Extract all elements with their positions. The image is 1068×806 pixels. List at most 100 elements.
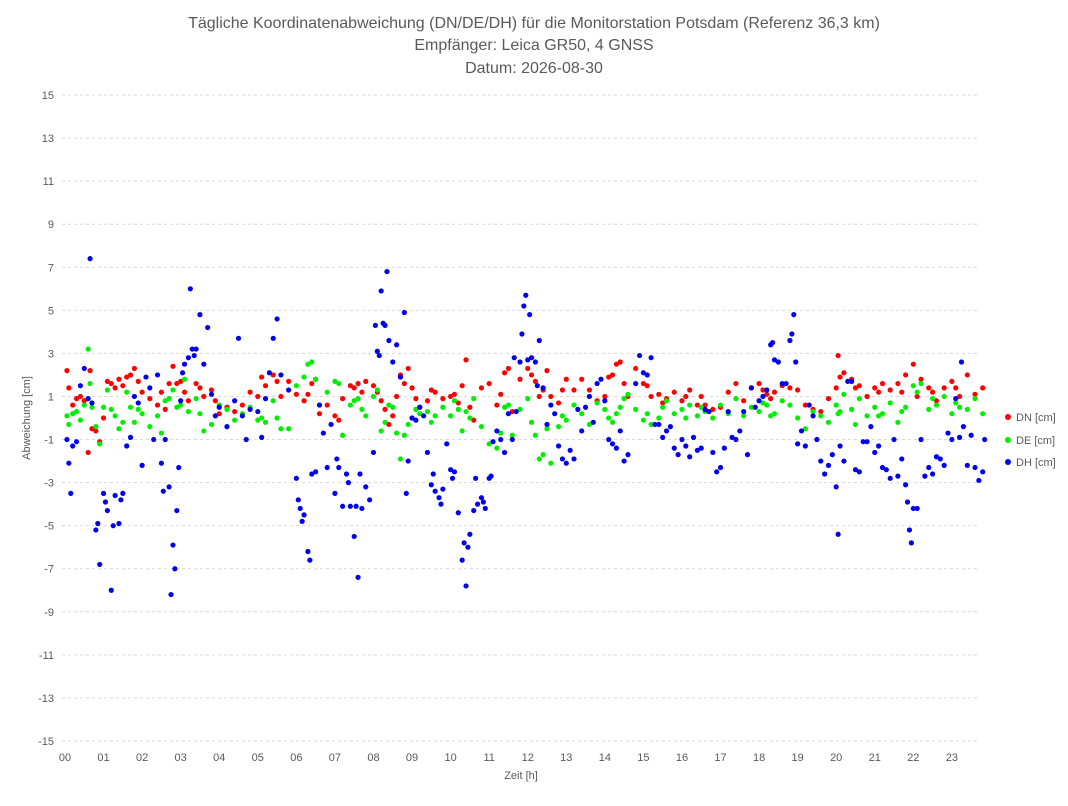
- legend-label-de: DE [cm]: [1016, 435, 1055, 447]
- data-point: [683, 415, 689, 421]
- data-point: [70, 443, 76, 449]
- data-point: [505, 402, 512, 408]
- data-point: [606, 415, 612, 421]
- data-point: [316, 402, 323, 408]
- data-point: [478, 424, 485, 430]
- y-tick-label: 3: [48, 348, 54, 360]
- data-point: [852, 467, 859, 473]
- x-tick-label: 06: [290, 752, 302, 764]
- data-point: [320, 430, 326, 436]
- data-point: [802, 402, 808, 408]
- data-point: [532, 432, 539, 438]
- data-point: [112, 385, 118, 391]
- data-point: [768, 413, 774, 419]
- data-point: [255, 417, 261, 423]
- data-point: [956, 404, 963, 410]
- data-point: [926, 464, 932, 471]
- data-point: [66, 421, 72, 428]
- data-point: [930, 389, 936, 395]
- data-point: [760, 400, 766, 406]
- data-point: [448, 467, 454, 473]
- data-point: [872, 449, 878, 456]
- data-point: [85, 346, 91, 352]
- data-point: [690, 434, 697, 440]
- data-point: [694, 402, 700, 408]
- data-point: [793, 359, 799, 365]
- data-point: [795, 387, 801, 393]
- data-point: [413, 396, 419, 402]
- x-tick-label: 21: [869, 752, 881, 764]
- x-tick-label: 11: [483, 752, 494, 764]
- data-point: [602, 393, 608, 400]
- data-point: [501, 449, 508, 456]
- data-point: [68, 490, 74, 496]
- data-point: [116, 520, 122, 527]
- data-point: [856, 383, 862, 389]
- data-point: [752, 404, 758, 410]
- data-point: [166, 396, 172, 402]
- data-point: [154, 413, 161, 419]
- data-point: [586, 421, 593, 428]
- data-point: [274, 415, 280, 421]
- data-point: [879, 380, 886, 387]
- data-point: [77, 383, 84, 389]
- data-point: [609, 372, 616, 378]
- data-point: [363, 378, 369, 384]
- data-point: [424, 449, 431, 456]
- data-point: [332, 413, 338, 419]
- data-point: [463, 408, 469, 415]
- data-point: [787, 385, 793, 391]
- data-point: [455, 510, 461, 516]
- data-point: [872, 404, 878, 410]
- x-tick-label: 14: [599, 752, 611, 764]
- data-point: [174, 507, 180, 514]
- gridlines: [62, 94, 980, 742]
- data-point: [154, 372, 161, 378]
- data-point: [100, 415, 107, 421]
- data-point: [868, 424, 874, 430]
- data-point: [548, 393, 554, 400]
- data-point: [933, 402, 940, 408]
- data-point: [822, 471, 828, 477]
- data-point: [93, 424, 99, 430]
- data-point: [876, 413, 882, 419]
- data-point: [347, 503, 353, 509]
- data-point: [201, 361, 207, 367]
- chart-title: Tägliche Koordinatenabweichung (DN/DE/DH…: [188, 15, 880, 77]
- legend: DN [cm] DE [cm] DH [cm]: [1005, 412, 1056, 469]
- data-point: [544, 368, 550, 374]
- data-point: [625, 391, 631, 397]
- data-point: [212, 398, 218, 404]
- data-point: [488, 473, 494, 479]
- data-point: [694, 447, 700, 453]
- data-point: [559, 413, 566, 419]
- data-point: [193, 396, 199, 402]
- data-point: [139, 389, 145, 395]
- data-point: [185, 398, 191, 404]
- legend-label-dn: DN [cm]: [1016, 412, 1056, 424]
- data-point: [656, 421, 662, 428]
- data-point: [571, 456, 577, 462]
- x-tick-label: 02: [136, 752, 148, 764]
- data-point: [652, 421, 658, 428]
- data-point: [174, 380, 180, 387]
- data-point: [933, 398, 940, 404]
- x-tick-label: 04: [213, 752, 225, 764]
- data-point: [849, 378, 855, 384]
- data-point: [536, 393, 542, 400]
- data-point: [313, 469, 319, 475]
- data-point: [390, 404, 396, 410]
- data-point: [633, 380, 639, 387]
- data-point: [633, 406, 639, 412]
- series-dh: [64, 256, 988, 598]
- data-point: [972, 464, 978, 471]
- data-point: [424, 408, 431, 415]
- data-point: [197, 385, 203, 391]
- data-point: [178, 378, 184, 384]
- data-point: [602, 398, 608, 404]
- data-point: [382, 322, 388, 329]
- data-point: [299, 518, 305, 524]
- data-point: [255, 393, 261, 400]
- data-point: [181, 376, 188, 382]
